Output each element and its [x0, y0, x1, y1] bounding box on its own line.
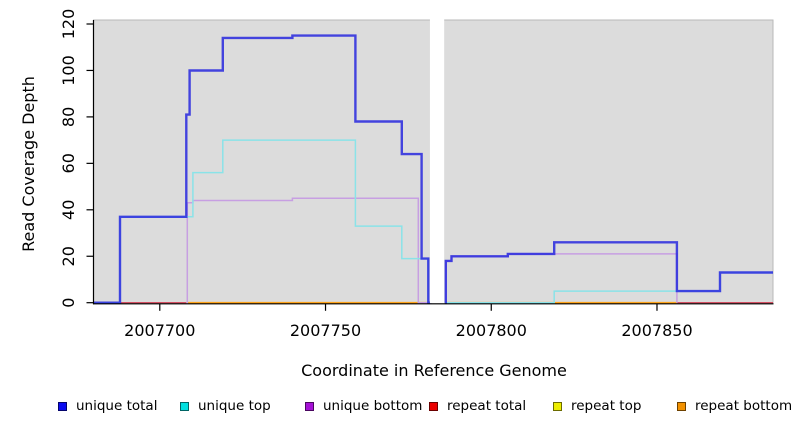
y-tick-label: 0 — [59, 298, 78, 308]
legend-swatch-repeat-bottom-icon — [677, 401, 686, 411]
legend-swatch-unique-top-icon — [180, 401, 189, 411]
legend-swatch-repeat-top-icon — [553, 401, 562, 411]
y-tick-label: 60 — [59, 153, 78, 173]
series-line-unique-total-run1 — [93, 34, 432, 304]
x-axis-title: Coordinate in Reference Genome — [301, 361, 567, 380]
legend-item-unique-total: unique total — [58, 398, 157, 414]
y-axis-title: Read Coverage Depth — [19, 76, 38, 252]
legend-swatch-unique-total-icon — [58, 401, 67, 411]
x-tick-label: 2007750 — [290, 321, 361, 340]
legend-label-repeat-total: repeat total — [447, 398, 527, 414]
x-tick-label: 2007800 — [456, 321, 527, 340]
x-tick-label: 2007700 — [124, 321, 195, 340]
legend-label-unique-top: unique top — [198, 398, 271, 414]
x-tick-label: 2007850 — [621, 321, 692, 340]
legend-label-unique-bottom: unique bottom — [323, 398, 423, 414]
y-tick-label: 20 — [59, 246, 78, 266]
legend-item-repeat-bottom: repeat bottom — [677, 398, 792, 414]
legend-item-unique-top: unique top — [180, 398, 271, 414]
series-line-unique-bottom-run1 — [186, 197, 432, 304]
coverage-gap-band — [429, 18, 445, 304]
y-tick-label: 40 — [59, 200, 78, 220]
y-tick-label: 100 — [59, 55, 78, 86]
legend-label-repeat-bottom: repeat bottom — [695, 398, 792, 414]
legend-item-unique-bottom: unique bottom — [305, 398, 422, 414]
legend-label-unique-total: unique total — [76, 398, 158, 414]
y-tick-label: 80 — [59, 107, 78, 127]
legend-swatch-repeat-total-icon — [429, 401, 438, 411]
series-line-unique-total-run2 — [444, 241, 773, 304]
legend-swatch-unique-bottom-icon — [305, 401, 314, 411]
y-tick-label: 120 — [59, 9, 78, 40]
legend-label-repeat-top: repeat top — [571, 398, 642, 414]
legend-item-repeat-top: repeat top — [553, 398, 641, 414]
legend-item-repeat-total: repeat total — [429, 398, 526, 414]
legend: unique total unique top unique bottom repea… — [0, 398, 792, 418]
